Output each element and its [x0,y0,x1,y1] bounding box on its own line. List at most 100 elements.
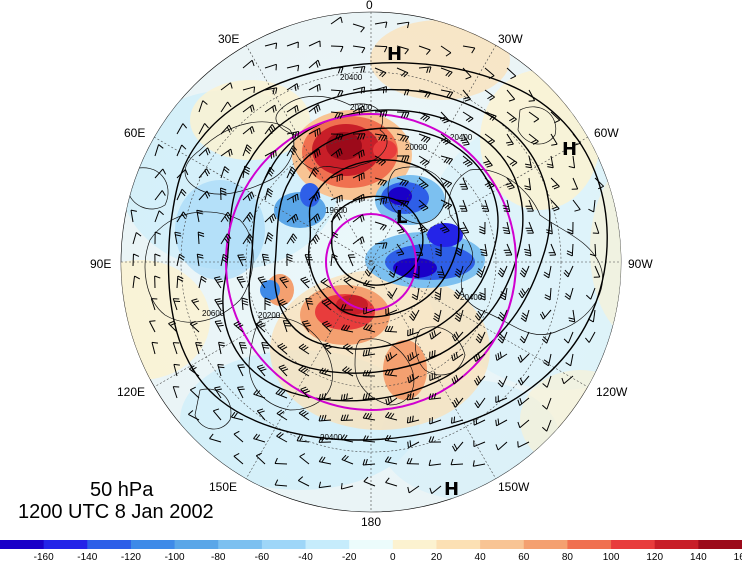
graticule [121,12,621,512]
wind-barb-feather [441,118,448,122]
wind-barb-feather [453,353,456,360]
wind-barb-feather [543,362,549,367]
wind-barb-feather [314,130,317,137]
wind-barb-feather [422,185,429,189]
wind-barb [352,172,365,179]
wind-barb [214,387,222,399]
wind-barb-feather [302,320,309,323]
wind-barb [594,177,605,187]
wind-barb-feather [411,415,414,422]
wind-barb-feather [384,242,388,249]
wind-barb-feather [331,256,338,260]
wind-barb [572,133,582,144]
wind-barb-feather [258,366,265,370]
wind-barb-feather [431,393,434,400]
wind-barb-feather [446,158,451,164]
wind-barb-feather [422,115,428,121]
wind-barb-feather [226,126,231,133]
wind-barb-feather [497,316,503,322]
wind-barb [321,301,332,311]
wind-barb [462,155,473,164]
colorbar-tick-label: -140 [77,552,97,561]
wind-barb-feather [204,123,209,129]
wind-barb-feather [158,144,164,149]
wind-barb-feather [318,481,322,488]
wind-barb [506,243,513,256]
wind-barb-feather [404,49,409,55]
colorbar-tick-label: 20 [431,552,443,561]
wind-barb-feather [290,169,296,174]
wind-barb-feather [389,395,393,403]
wind-barb-feather [244,149,251,154]
wind-barb-feather [507,143,514,146]
wind-barb [274,484,288,487]
wind-barb-feather [219,344,226,347]
wind-barb-feather [294,131,297,139]
wind-barb-feather [223,253,229,258]
wind-barb-feather [317,213,321,220]
wind-barb-feather [267,234,273,240]
wind-barb-feather [245,146,251,152]
wind-barb-feather [362,214,365,221]
wind-barb-feather [321,436,325,443]
wind-barb [407,397,420,401]
wind-barb-feather [217,363,224,366]
wind-barb-feather [299,453,306,457]
wind-barb-feather [315,106,319,113]
wind-barb [176,254,181,267]
wind-barb-feather [477,268,484,273]
wind-barb-feather [563,338,569,344]
wind-barb-feather [431,436,435,443]
wind-barb [253,438,266,443]
wind-barb [298,480,310,487]
wind-barb-feather [362,66,366,73]
wind-barb-feather [323,414,327,421]
wind-barb [319,461,332,465]
wind-barb-feather [405,201,410,208]
wind-barb-feather [334,112,339,119]
wind-barb [520,375,530,386]
wind-barb-feather [315,215,319,222]
wind-barb-feather [387,412,392,419]
wind-barb-feather [260,280,268,284]
wind-barb [132,276,136,289]
wind-barb-feather [379,198,383,205]
wind-barb-feather [279,344,286,349]
wind-barb-feather [453,443,458,450]
wind-barb-feather [399,135,404,141]
wind-barb-feather [263,347,270,349]
wind-barb-feather [321,456,326,463]
wind-barb [220,82,231,91]
wind-barb-feather [249,127,253,134]
wind-barb-feather [561,377,565,384]
wind-barb-feather [420,205,427,210]
wind-barb-feather [189,320,196,325]
wind-barb [342,369,354,377]
wind-barb-feather [251,191,255,198]
wind-barb-feather [246,216,251,222]
wind-barb-feather [322,320,328,325]
wind-barb-feather [236,276,243,279]
wind-barb-feather [294,195,297,202]
colorbar-tick-label: -40 [298,552,313,561]
wind-barb [429,375,442,381]
wind-barb-feather [387,435,392,441]
wind-barb-feather [340,394,343,401]
wind-barb-feather [564,295,570,300]
wind-barb-feather [401,155,405,162]
wind-barb [308,167,316,179]
wind-barb-feather [418,181,425,186]
wind-barb-feather [323,300,330,305]
wind-barb-feather [158,210,164,216]
wind-barb [550,111,561,121]
wind-barb-feather [497,338,503,344]
wind-barb-feather [479,294,486,298]
wind-barb-feather [154,253,161,257]
wind-barb-feather [214,298,221,301]
wind-barb-feather [384,369,389,375]
wind-barb [484,177,495,187]
wind-barb-feather [263,258,270,261]
wind-barb [286,166,293,179]
wind-barb [176,144,183,157]
wind-barb-feather [255,390,261,396]
